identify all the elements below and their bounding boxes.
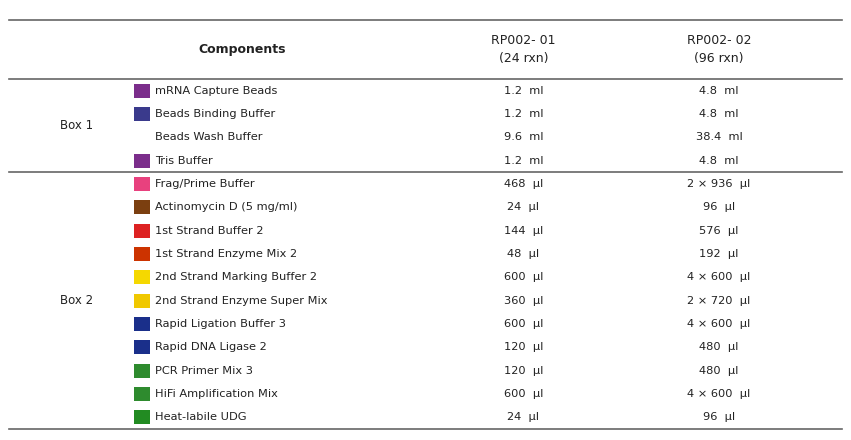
Text: mRNA Capture Beads: mRNA Capture Beads [155, 86, 277, 96]
Text: 480  µl: 480 µl [700, 366, 739, 376]
Text: 576  µl: 576 µl [700, 226, 739, 236]
Bar [134, 201, 150, 214]
Text: 4.8  ml: 4.8 ml [700, 156, 739, 166]
Text: Frag/Prime Buffer: Frag/Prime Buffer [155, 179, 254, 189]
Text: 2 × 720  µl: 2 × 720 µl [688, 296, 751, 306]
Text: 4 × 600  µl: 4 × 600 µl [688, 272, 751, 282]
Bar [134, 177, 150, 191]
Text: 192  µl: 192 µl [700, 249, 739, 259]
Text: 4.8  ml: 4.8 ml [700, 86, 739, 96]
Text: 600  µl: 600 µl [504, 319, 543, 329]
Text: 1.2  ml: 1.2 ml [504, 156, 543, 166]
Text: 480  µl: 480 µl [700, 342, 739, 352]
Bar [134, 411, 150, 424]
Text: Actinomycin D (5 mg/ml): Actinomycin D (5 mg/ml) [155, 202, 297, 213]
Text: 4.8  ml: 4.8 ml [700, 109, 739, 119]
Text: Heat-labile UDG: Heat-labile UDG [155, 412, 247, 422]
Text: 38.4  ml: 38.4 ml [696, 132, 742, 143]
Text: Rapid DNA Ligase 2: Rapid DNA Ligase 2 [155, 342, 266, 352]
Bar [134, 224, 150, 238]
Bar [134, 294, 150, 308]
Bar [134, 317, 150, 331]
Text: 24  µl: 24 µl [507, 202, 540, 213]
Text: 1st Strand Enzyme Mix 2: 1st Strand Enzyme Mix 2 [155, 249, 297, 259]
Bar [134, 387, 150, 401]
Text: 4 × 600  µl: 4 × 600 µl [688, 389, 751, 399]
Text: 600  µl: 600 µl [504, 389, 543, 399]
Text: Box 2: Box 2 [60, 294, 93, 307]
Text: Tris Buffer: Tris Buffer [155, 156, 213, 166]
Text: 360  µl: 360 µl [504, 296, 543, 306]
Text: Components: Components [199, 43, 286, 56]
Text: 9.6  ml: 9.6 ml [504, 132, 543, 143]
Text: 1.2  ml: 1.2 ml [504, 86, 543, 96]
Bar [134, 154, 150, 168]
Text: Beads Binding Buffer: Beads Binding Buffer [155, 109, 275, 119]
Text: 144  µl: 144 µl [504, 226, 543, 236]
Text: 4 × 600  µl: 4 × 600 µl [688, 319, 751, 329]
Text: 96  µl: 96 µl [703, 202, 735, 213]
Bar [134, 364, 150, 378]
Text: 2nd Strand Enzyme Super Mix: 2nd Strand Enzyme Super Mix [155, 296, 328, 306]
Text: RP002- 02
(96 rxn): RP002- 02 (96 rxn) [687, 34, 751, 65]
Text: 120  µl: 120 µl [504, 342, 543, 352]
Text: 24  µl: 24 µl [507, 412, 540, 422]
Bar [134, 271, 150, 284]
Bar [134, 84, 150, 98]
Text: Rapid Ligation Buffer 3: Rapid Ligation Buffer 3 [155, 319, 286, 329]
Text: RP002- 01
(24 rxn): RP002- 01 (24 rxn) [491, 34, 556, 65]
Bar [134, 107, 150, 121]
Text: 48  µl: 48 µl [507, 249, 540, 259]
Bar [134, 341, 150, 354]
Text: Box 1: Box 1 [60, 119, 93, 132]
Text: 2 × 936  µl: 2 × 936 µl [688, 179, 751, 189]
Text: Beads Wash Buffer: Beads Wash Buffer [155, 132, 262, 143]
Text: PCR Primer Mix 3: PCR Primer Mix 3 [155, 366, 253, 376]
Bar [134, 247, 150, 261]
Text: 2nd Strand Marking Buffer 2: 2nd Strand Marking Buffer 2 [155, 272, 317, 282]
Text: 468  µl: 468 µl [504, 179, 543, 189]
Text: 1st Strand Buffer 2: 1st Strand Buffer 2 [155, 226, 263, 236]
Text: HiFi Amplification Mix: HiFi Amplification Mix [155, 389, 277, 399]
Text: 600  µl: 600 µl [504, 272, 543, 282]
Text: 120  µl: 120 µl [504, 366, 543, 376]
Text: 1.2  ml: 1.2 ml [504, 109, 543, 119]
Text: 96  µl: 96 µl [703, 412, 735, 422]
